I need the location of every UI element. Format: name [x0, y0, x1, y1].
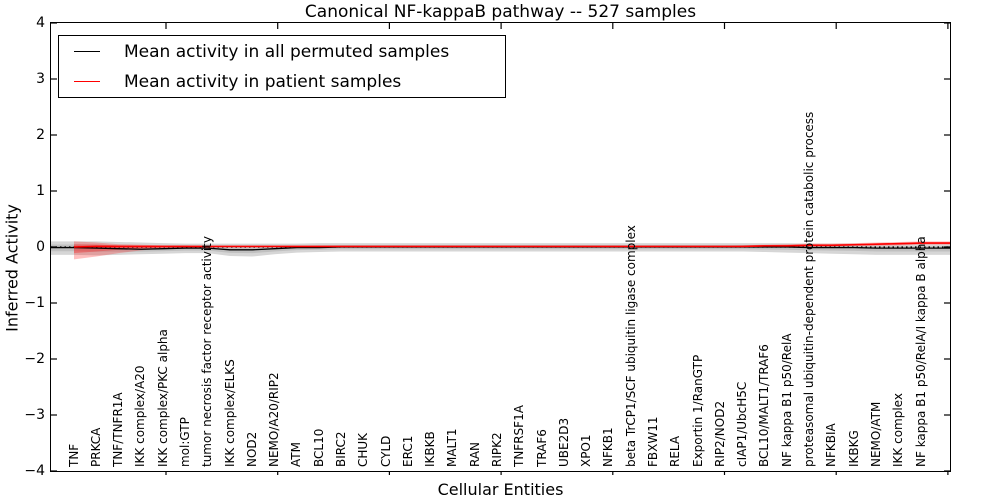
- legend-label-permuted: Mean activity in all permuted samples: [124, 41, 450, 62]
- x-tick-label: NFKBIA: [824, 423, 839, 467]
- x-tick-label: ATM: [289, 442, 304, 467]
- x-tick-label: UBE2D3: [556, 417, 571, 467]
- x-tick-label: mol:GTP: [177, 417, 192, 467]
- x-tick-label: NEMO/ATM: [868, 401, 883, 467]
- x-tick-label: RAN: [467, 441, 482, 467]
- x-tick-label: proteasomal ubiquitin-dependent protein …: [802, 111, 817, 467]
- x-tick-label: FBXW11: [646, 416, 661, 468]
- x-tick-label: tumor necrosis factor receptor activity: [200, 236, 215, 467]
- y-tick-label: 2: [36, 127, 45, 143]
- x-tick-label: TRAF6: [534, 429, 549, 467]
- y-tick-label: 1: [36, 183, 45, 199]
- x-axis-label: Cellular Entities: [437, 480, 564, 499]
- x-tick-label: NF kappa B1 p50/RelA/I kappa B alpha: [913, 236, 928, 467]
- x-tick-label: MALT1: [445, 428, 460, 467]
- chart-title: Canonical NF-kappaB pathway -- 527 sampl…: [304, 2, 697, 22]
- y-tick-label: 3: [36, 71, 45, 87]
- x-tick-label: cIAP1/UbcH5C: [735, 381, 750, 467]
- x-tick-label: BIRC2: [333, 431, 348, 467]
- y-tick-label: −4: [24, 463, 45, 479]
- x-tick-label: IKBKB: [423, 431, 438, 467]
- legend-item-permuted: Mean activity in all permuted samples: [74, 39, 505, 65]
- plot-canvas: [51, 22, 950, 475]
- legend-line-permuted-icon: [74, 51, 100, 52]
- x-tick-label: TNF/TNFR1A: [111, 392, 126, 467]
- x-tick-label: beta TrCP1/SCF ubiquitin ligase complex: [623, 225, 638, 467]
- y-tick-label: 0: [36, 239, 45, 255]
- x-tick-label: NF kappa B1 p50/RelA: [779, 333, 794, 467]
- x-tick-label: NOD2: [244, 431, 259, 467]
- x-tick-label: TNF: [66, 443, 81, 467]
- y-tick-label: 4: [36, 15, 45, 31]
- x-tick-label: TNFRSF1A: [512, 405, 527, 467]
- x-tick-label: CHUK: [356, 432, 371, 467]
- y-tick-label: −1: [24, 295, 45, 311]
- x-tick-label: RIPK2: [490, 432, 504, 467]
- legend-item-patient: Mean activity in patient samples: [74, 69, 505, 95]
- legend: Mean activity in all permuted samples Me…: [58, 35, 506, 98]
- x-tick-label: Exportin 1/RanGTP: [690, 354, 705, 467]
- x-tick-label: BCL10: [311, 428, 326, 467]
- y-tick-label: −3: [24, 407, 45, 423]
- x-tick-label: NFKB1: [601, 427, 616, 467]
- x-tick-label: RELA: [668, 435, 683, 467]
- x-tick-label: XPO1: [579, 434, 594, 467]
- x-tick-label: PRKCA: [88, 427, 103, 467]
- x-tick-label: NEMO/A20/RIP2: [267, 372, 282, 467]
- x-tick-label: IKK complex/ELKS: [222, 359, 237, 467]
- y-tick-label: −2: [24, 351, 45, 367]
- legend-line-patient-icon: [74, 81, 100, 82]
- x-tick-label: IKK complex/A20: [133, 365, 148, 467]
- x-tick-label: BCL10/MALT1/TRAF6: [757, 344, 772, 467]
- plot-area: [50, 22, 951, 475]
- x-tick-label: IKBKG: [846, 430, 861, 467]
- x-tick-label: IKK complex: [891, 393, 906, 467]
- legend-label-patient: Mean activity in patient samples: [124, 71, 402, 92]
- y-axis-label: Inferred Activity: [2, 204, 22, 332]
- x-tick-label: CYLD: [378, 435, 393, 467]
- x-tick-label: RIP2/NOD2: [712, 400, 727, 467]
- x-tick-label: ERC1: [400, 435, 415, 467]
- x-tick-label: IKK complex/PKC alpha: [155, 329, 170, 467]
